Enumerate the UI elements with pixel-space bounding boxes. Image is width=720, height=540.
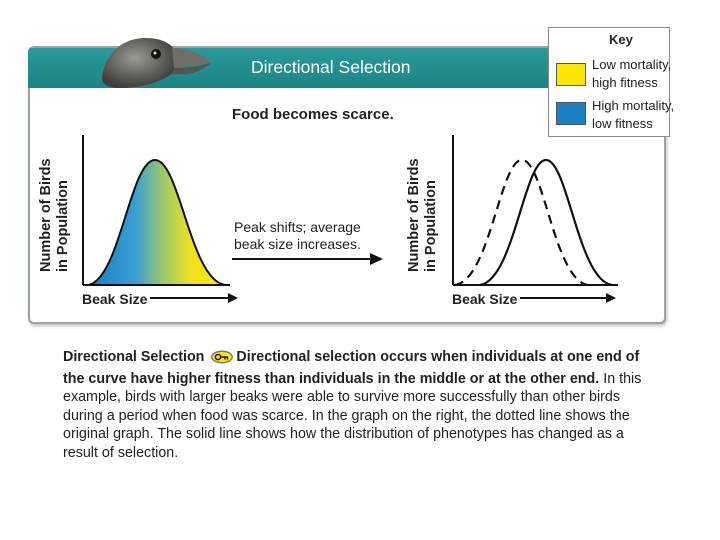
caption-lead: Directional Selection — [63, 349, 205, 365]
left-x-axis-label: Beak Size — [82, 291, 148, 307]
caption-bold-part2: at one end of the curve have higher fitn… — [63, 349, 640, 387]
bird-head-icon — [102, 38, 212, 88]
key-icon — [210, 350, 234, 370]
banner-title: Directional Selection — [251, 57, 411, 77]
caption-bold-part1: Directional selection occurs when indivi… — [236, 349, 547, 365]
right-x-axis-label: Beak Size — [452, 291, 518, 307]
left-distribution-graph — [82, 135, 230, 286]
yellow-swatch — [556, 63, 586, 86]
key-label-low-mortality: Low mortality, high fitness — [592, 57, 672, 90]
original-distribution-dashed — [454, 158, 589, 287]
key-title: Key — [609, 32, 633, 47]
caption-body: In this example, birds with larger beaks… — [63, 370, 642, 461]
shift-arrow — [232, 253, 383, 265]
right-distribution-graph — [452, 135, 618, 287]
blue-swatch — [556, 102, 586, 125]
left-x-arrow — [150, 293, 238, 303]
shifted-distribution-solid — [479, 158, 613, 287]
left-bell-curve — [87, 158, 226, 286]
caption-bold-part3: at the other end. — [488, 370, 600, 387]
right-y-axis-label: Number of Birds in Population — [406, 158, 439, 272]
peak-shift-annotation: Peak shifts; average beak size increases… — [234, 219, 361, 252]
key-label-high-mortality: High mortality, low fitness — [592, 98, 675, 131]
left-y-axis-label: Number of Birds in Population — [38, 158, 71, 272]
right-x-arrow — [520, 293, 616, 303]
subtitle: Food becomes scarce. — [232, 106, 394, 123]
caption: Directional Selection Directional select… — [63, 348, 653, 462]
